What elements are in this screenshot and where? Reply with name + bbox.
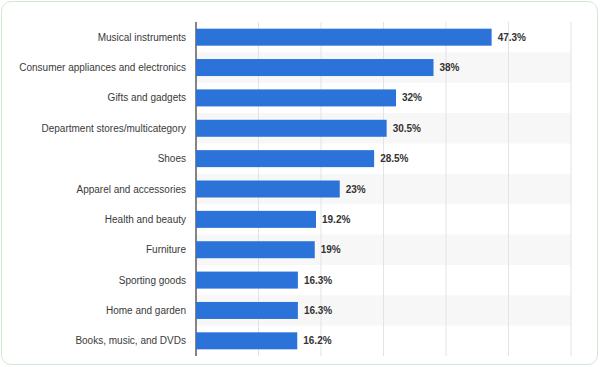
data-label: 16.2% [303,335,331,346]
category-label: Musical instruments [98,32,186,43]
grid [196,22,571,356]
bar [196,332,297,349]
data-label: 32% [402,92,422,103]
data-label: 23% [346,184,366,195]
category-label: Gifts and gadgets [108,92,186,103]
category-label: Shoes [158,153,186,164]
bar [196,150,374,167]
data-label: 19.2% [322,214,350,225]
category-label: Home and garden [106,305,186,316]
bar [196,241,315,258]
category-label: Sporting goods [119,275,186,286]
data-label: 28.5% [380,153,408,164]
bars [196,29,492,350]
bar [196,211,316,228]
bar [196,302,298,319]
data-label: 30.5% [393,123,421,134]
bar [196,181,340,198]
category-label: Consumer appliances and electronics [19,62,186,73]
data-label: 38% [440,62,460,73]
data-label: 19% [321,244,341,255]
data-label: 16.3% [304,275,332,286]
category-label: Department stores/multicategory [41,123,186,134]
bar [196,272,298,289]
grid-line [508,22,509,356]
data-label: 47.3% [498,32,526,43]
data-label: 16.3% [304,305,332,316]
bar [196,59,434,76]
chart: 47.3% Musical instruments 38% Consumer appl… [0,0,600,367]
grid-line [571,22,572,356]
category-label: Books, music, and DVDs [75,335,186,346]
labels: 47.3% Musical instruments 38% Consumer appl… [19,32,526,347]
bar [196,29,492,46]
category-label: Furniture [146,244,186,255]
bar [196,120,387,137]
category-label: Apparel and accessories [76,184,186,195]
bar [196,89,396,106]
category-label: Health and beauty [105,214,186,225]
